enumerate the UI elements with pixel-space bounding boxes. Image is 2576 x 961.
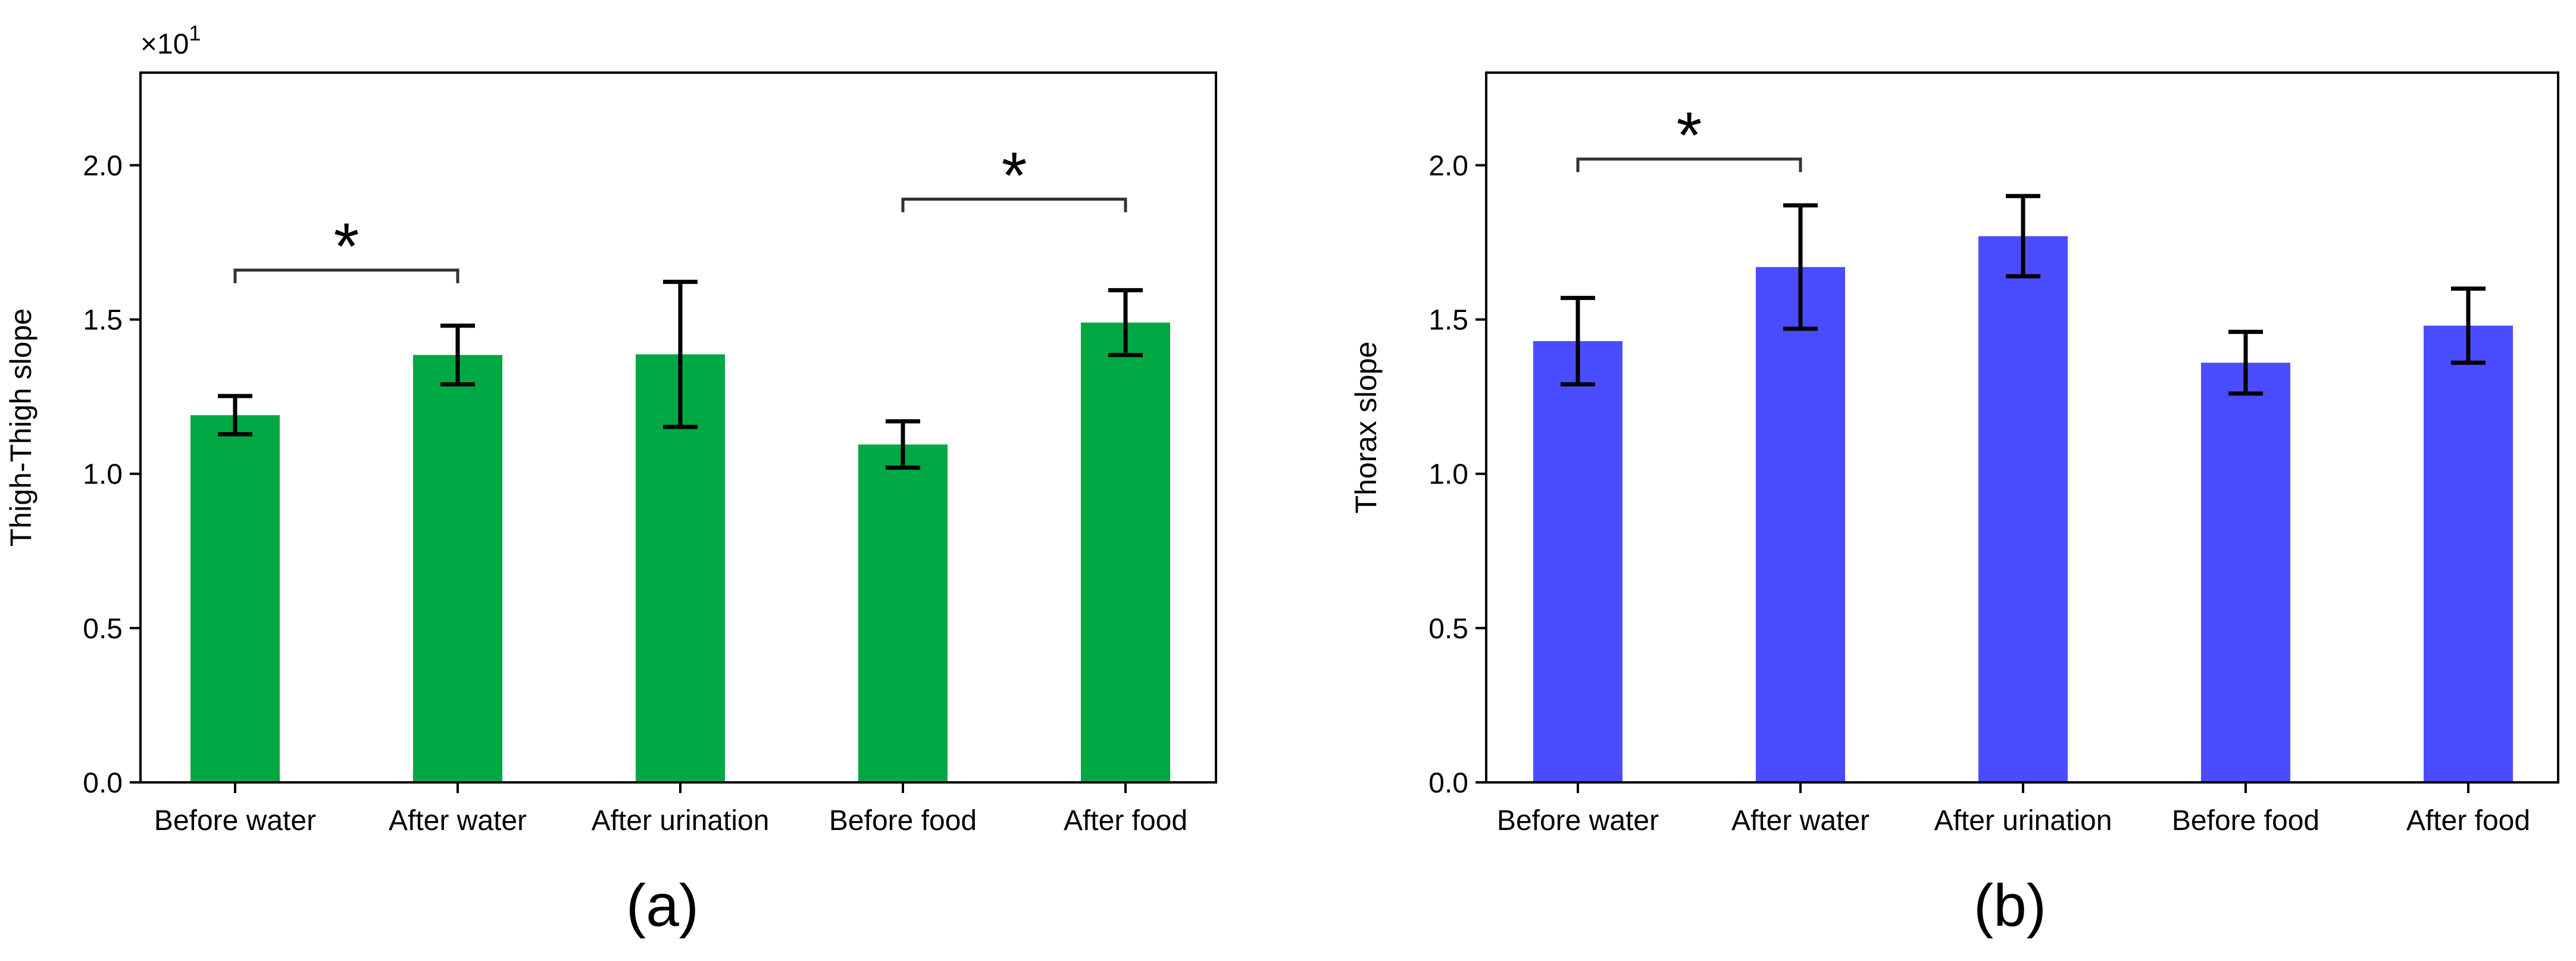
bracket-line (1576, 157, 1802, 173)
bar (190, 415, 280, 782)
x-tick-label: After urination (1934, 805, 2112, 837)
error-bar (663, 279, 698, 429)
significance-bracket: * (233, 210, 459, 283)
y-axis-label: Thigh-Thigh slope (4, 308, 37, 547)
y-tick-label: 0.0 (83, 767, 123, 799)
y-tick-label: 1.5 (1428, 305, 1468, 336)
error-bar (2451, 286, 2486, 365)
error-bar (1561, 295, 1595, 386)
significance-bracket: * (1576, 99, 1802, 173)
bar (1533, 341, 1622, 782)
y-tick-label: 2.0 (83, 150, 123, 182)
y-tick-label: 0.5 (1428, 613, 1468, 645)
error-bar (886, 419, 920, 470)
x-tick-label: After urination (592, 805, 770, 837)
bar (858, 444, 948, 782)
y-tick-label: 2.0 (1428, 150, 1468, 182)
x-tick-label: After food (2406, 805, 2530, 837)
error-bar (2228, 329, 2263, 396)
x-tick-label: After water (389, 805, 527, 837)
y-axis-label: Thorax slope (1349, 341, 1383, 513)
y-tick-label: 1.0 (1428, 459, 1468, 491)
bar (2424, 325, 2513, 782)
bracket-line (233, 269, 459, 283)
bar (1081, 322, 1170, 782)
x-tick-label: Before food (829, 805, 977, 837)
panel-a: 0.0 0.5 1.0 1.5 2.0 Before water After water Af… (4, 21, 1217, 939)
error-bar (2006, 194, 2040, 279)
x-tick-label: Before water (154, 805, 316, 837)
x-tick-label: Before food (2172, 805, 2319, 837)
y-tick-label: 1.5 (83, 305, 123, 336)
bar (1978, 236, 2068, 783)
bar (413, 355, 502, 782)
bracket-line (901, 197, 1127, 213)
y-tick-label: 0.5 (83, 613, 123, 645)
y-tick-label: 1.0 (83, 459, 123, 491)
scale-exponent: 1 (189, 21, 201, 45)
panel-label: (a) (626, 872, 699, 939)
significance-bracket: * (901, 139, 1127, 213)
y-tick-label: 0.0 (1428, 767, 1468, 799)
error-bar (440, 323, 475, 386)
significance-star: * (334, 210, 359, 283)
x-tick-label: After food (1064, 805, 1187, 837)
bar (1756, 267, 1845, 782)
bar (2201, 363, 2290, 782)
axes-frame (139, 71, 1217, 784)
significance-star: * (1677, 99, 1702, 172)
significance-star: * (1002, 139, 1027, 212)
scale-multiplier: ×101 (140, 21, 201, 60)
panel-label: (b) (1974, 872, 2046, 939)
error-bar (218, 394, 252, 436)
x-tick-label: After water (1731, 805, 1870, 837)
x-tick-label: Before water (1497, 805, 1659, 837)
panel-b: 0.0 0.5 1.0 1.5 2.0 Before water After water Af… (1349, 71, 2559, 939)
error-bar (1783, 203, 1818, 331)
error-bar (1108, 288, 1143, 357)
